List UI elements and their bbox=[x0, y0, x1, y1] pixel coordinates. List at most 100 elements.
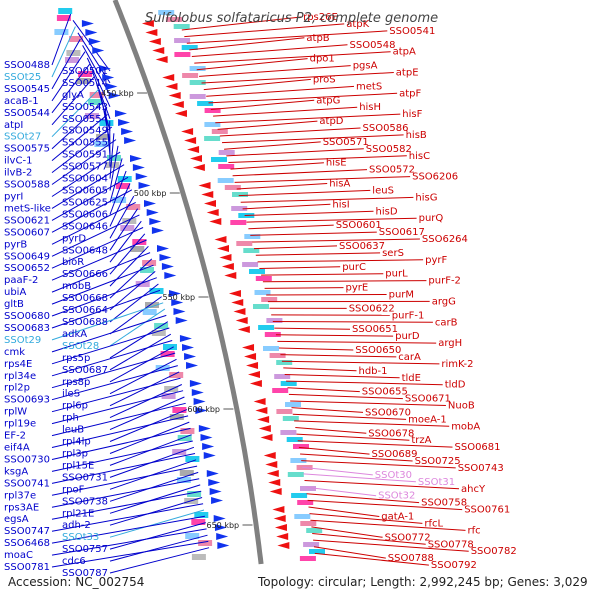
right-gene-label[interactable]: SSO0586 bbox=[363, 123, 409, 134]
left-gene-label[interactable]: rpl4lp bbox=[62, 437, 91, 448]
right-gene-label[interactable]: SSO0725 bbox=[415, 456, 461, 467]
right-gene-label[interactable]: atpE bbox=[396, 68, 419, 79]
right-gene-label[interactable]: pyrF bbox=[425, 255, 447, 266]
left-gene-label[interactable]: SSO0588 bbox=[4, 180, 50, 191]
left-gene-label[interactable]: SSOt28 bbox=[62, 341, 99, 352]
left-gene-label[interactable]: leuB bbox=[62, 425, 84, 436]
left-gene-label[interactable]: rpoF bbox=[62, 484, 85, 495]
right-gene-label[interactable]: leuS bbox=[372, 185, 394, 196]
left-gene-label[interactable]: SSO0652 bbox=[4, 263, 50, 274]
right-gene-label[interactable]: proS bbox=[313, 74, 336, 85]
left-gene-label[interactable]: SSO0731 bbox=[62, 472, 108, 483]
right-gene-label[interactable]: purL bbox=[385, 269, 408, 280]
right-gene-label[interactable]: SSO0788 bbox=[388, 553, 434, 564]
right-gene-label[interactable]: purF-2 bbox=[428, 276, 461, 287]
left-gene-label[interactable]: SSO0683 bbox=[4, 323, 50, 334]
left-gene-label[interactable]: adh-2 bbox=[62, 520, 91, 531]
left-gene-label[interactable]: metS-like bbox=[4, 203, 51, 214]
left-gene-label[interactable]: glyA bbox=[62, 90, 84, 101]
left-gene-label[interactable]: adkA bbox=[62, 329, 87, 340]
right-gene-label[interactable]: SSO0772 bbox=[385, 532, 431, 543]
left-gene-label[interactable]: bioR bbox=[62, 257, 84, 268]
left-gene-label[interactable]: SSO0781 bbox=[4, 562, 50, 573]
left-gene-label[interactable]: SSO0738 bbox=[62, 496, 108, 507]
left-gene-label[interactable]: SSO0488 bbox=[4, 60, 50, 71]
right-gene-label[interactable]: purM bbox=[389, 290, 414, 301]
left-gene-label[interactable]: SSOt25 bbox=[4, 72, 41, 83]
left-gene-label[interactable]: SSO0741 bbox=[4, 478, 50, 489]
right-gene-label[interactable]: moeA-1 bbox=[408, 414, 447, 425]
right-gene-label[interactable]: hisI bbox=[332, 199, 349, 210]
right-gene-label[interactable]: pgsA bbox=[353, 61, 378, 72]
left-gene-label[interactable]: eif4A bbox=[4, 443, 30, 454]
left-gene-label[interactable]: rph bbox=[62, 413, 79, 424]
left-gene-label[interactable]: ilvB-2 bbox=[4, 168, 32, 179]
right-gene-label[interactable]: atpB bbox=[306, 33, 329, 44]
left-gene-label[interactable]: rpl34e bbox=[4, 371, 36, 382]
right-gene-label[interactable]: argG bbox=[432, 296, 456, 307]
right-gene-label[interactable]: SSO0548 bbox=[350, 40, 396, 51]
left-gene-label[interactable]: SSO0554 bbox=[62, 114, 108, 125]
left-gene-label[interactable]: SSO0543 bbox=[62, 102, 108, 113]
right-gene-label[interactable]: purD bbox=[395, 331, 420, 342]
left-gene-label[interactable]: rps5p bbox=[62, 353, 90, 364]
left-gene-label[interactable]: SSO0625 bbox=[62, 198, 108, 209]
left-gene-label[interactable]: SSO0607 bbox=[4, 227, 50, 238]
right-gene-label[interactable]: atpA bbox=[393, 47, 416, 58]
right-gene-label[interactable]: SSO0681 bbox=[455, 442, 501, 453]
left-gene-label[interactable]: SSO0680 bbox=[4, 311, 50, 322]
left-gene-label[interactable]: SSO0604 bbox=[62, 174, 108, 185]
left-gene-label[interactable]: SSO0787 bbox=[62, 568, 108, 579]
left-gene-label[interactable]: SSO0501 bbox=[62, 66, 108, 77]
right-gene-label[interactable]: mobA bbox=[451, 421, 480, 432]
right-gene-label[interactable]: SSOt30 bbox=[375, 470, 412, 481]
left-gene-label[interactable]: atpI bbox=[4, 120, 23, 131]
left-gene-label[interactable]: SSO0544 bbox=[4, 108, 50, 119]
right-gene-label[interactable]: SSO6264 bbox=[422, 234, 468, 245]
right-gene-label[interactable]: tldE bbox=[402, 373, 421, 384]
right-gene-label[interactable]: hisG bbox=[415, 192, 437, 203]
left-gene-label[interactable]: rpl3p bbox=[62, 449, 88, 460]
left-gene-label[interactable]: ubiA bbox=[4, 287, 26, 298]
right-gene-label[interactable]: hisC bbox=[409, 151, 430, 162]
left-gene-label[interactable]: rplW bbox=[4, 407, 27, 418]
right-gene-label[interactable]: atpD bbox=[319, 116, 343, 127]
right-gene-label[interactable]: SSO0778 bbox=[428, 539, 474, 550]
right-gene-label[interactable]: SSO0571 bbox=[323, 137, 369, 148]
left-gene-label[interactable]: SSO0606 bbox=[62, 209, 108, 220]
left-gene-label[interactable]: SSO0664 bbox=[62, 305, 108, 316]
right-gene-label[interactable]: SSO6206 bbox=[412, 172, 458, 183]
right-gene-label[interactable]: SSO0689 bbox=[372, 449, 418, 460]
right-gene-label[interactable]: SSO0743 bbox=[458, 463, 504, 474]
right-gene-label[interactable]: SSO0651 bbox=[352, 324, 398, 335]
right-gene-label[interactable]: NuoB bbox=[448, 401, 475, 412]
right-gene-label[interactable]: SSO0792 bbox=[431, 560, 477, 571]
right-gene-label[interactable]: atpK bbox=[346, 19, 369, 30]
right-gene-label[interactable]: SSO0541 bbox=[389, 26, 435, 37]
left-gene-label[interactable]: pyrB bbox=[4, 239, 27, 250]
right-gene-label[interactable]: rfc bbox=[468, 525, 481, 536]
left-gene-label[interactable]: rpl37e bbox=[4, 490, 36, 501]
left-gene-label[interactable]: ksgA bbox=[4, 466, 28, 477]
left-gene-label[interactable]: SSO0605 bbox=[62, 186, 108, 197]
left-gene-label[interactable]: rpl21E bbox=[62, 508, 94, 519]
right-gene-label[interactable]: hisA bbox=[329, 179, 350, 190]
left-gene-label[interactable]: egsA bbox=[4, 514, 29, 525]
right-gene-label[interactable]: SSO0670 bbox=[365, 407, 411, 418]
left-gene-label[interactable]: SSO0591 bbox=[62, 150, 108, 161]
right-gene-label[interactable]: tldD bbox=[445, 380, 466, 391]
left-gene-label[interactable]: rps4E bbox=[4, 359, 32, 370]
left-gene-label[interactable]: SSO0649 bbox=[4, 251, 50, 262]
right-gene-label[interactable]: carB bbox=[435, 317, 458, 328]
left-gene-label[interactable]: pyrD bbox=[62, 233, 86, 244]
right-gene-label[interactable]: SSO0782 bbox=[471, 546, 517, 557]
right-gene-label[interactable]: SSO0622 bbox=[349, 303, 395, 314]
left-gene-label[interactable]: EF-2 bbox=[4, 431, 26, 442]
left-gene-label[interactable]: acaB-1 bbox=[4, 96, 39, 107]
left-gene-label[interactable]: SSO0575 bbox=[4, 144, 50, 155]
right-gene-label[interactable]: serS bbox=[382, 248, 404, 259]
right-gene-label[interactable]: trzA bbox=[411, 435, 431, 446]
right-gene-label[interactable]: carA bbox=[398, 352, 421, 363]
left-gene-label[interactable]: SSO0514 bbox=[62, 78, 108, 89]
left-gene-label[interactable]: gltB bbox=[4, 299, 24, 310]
